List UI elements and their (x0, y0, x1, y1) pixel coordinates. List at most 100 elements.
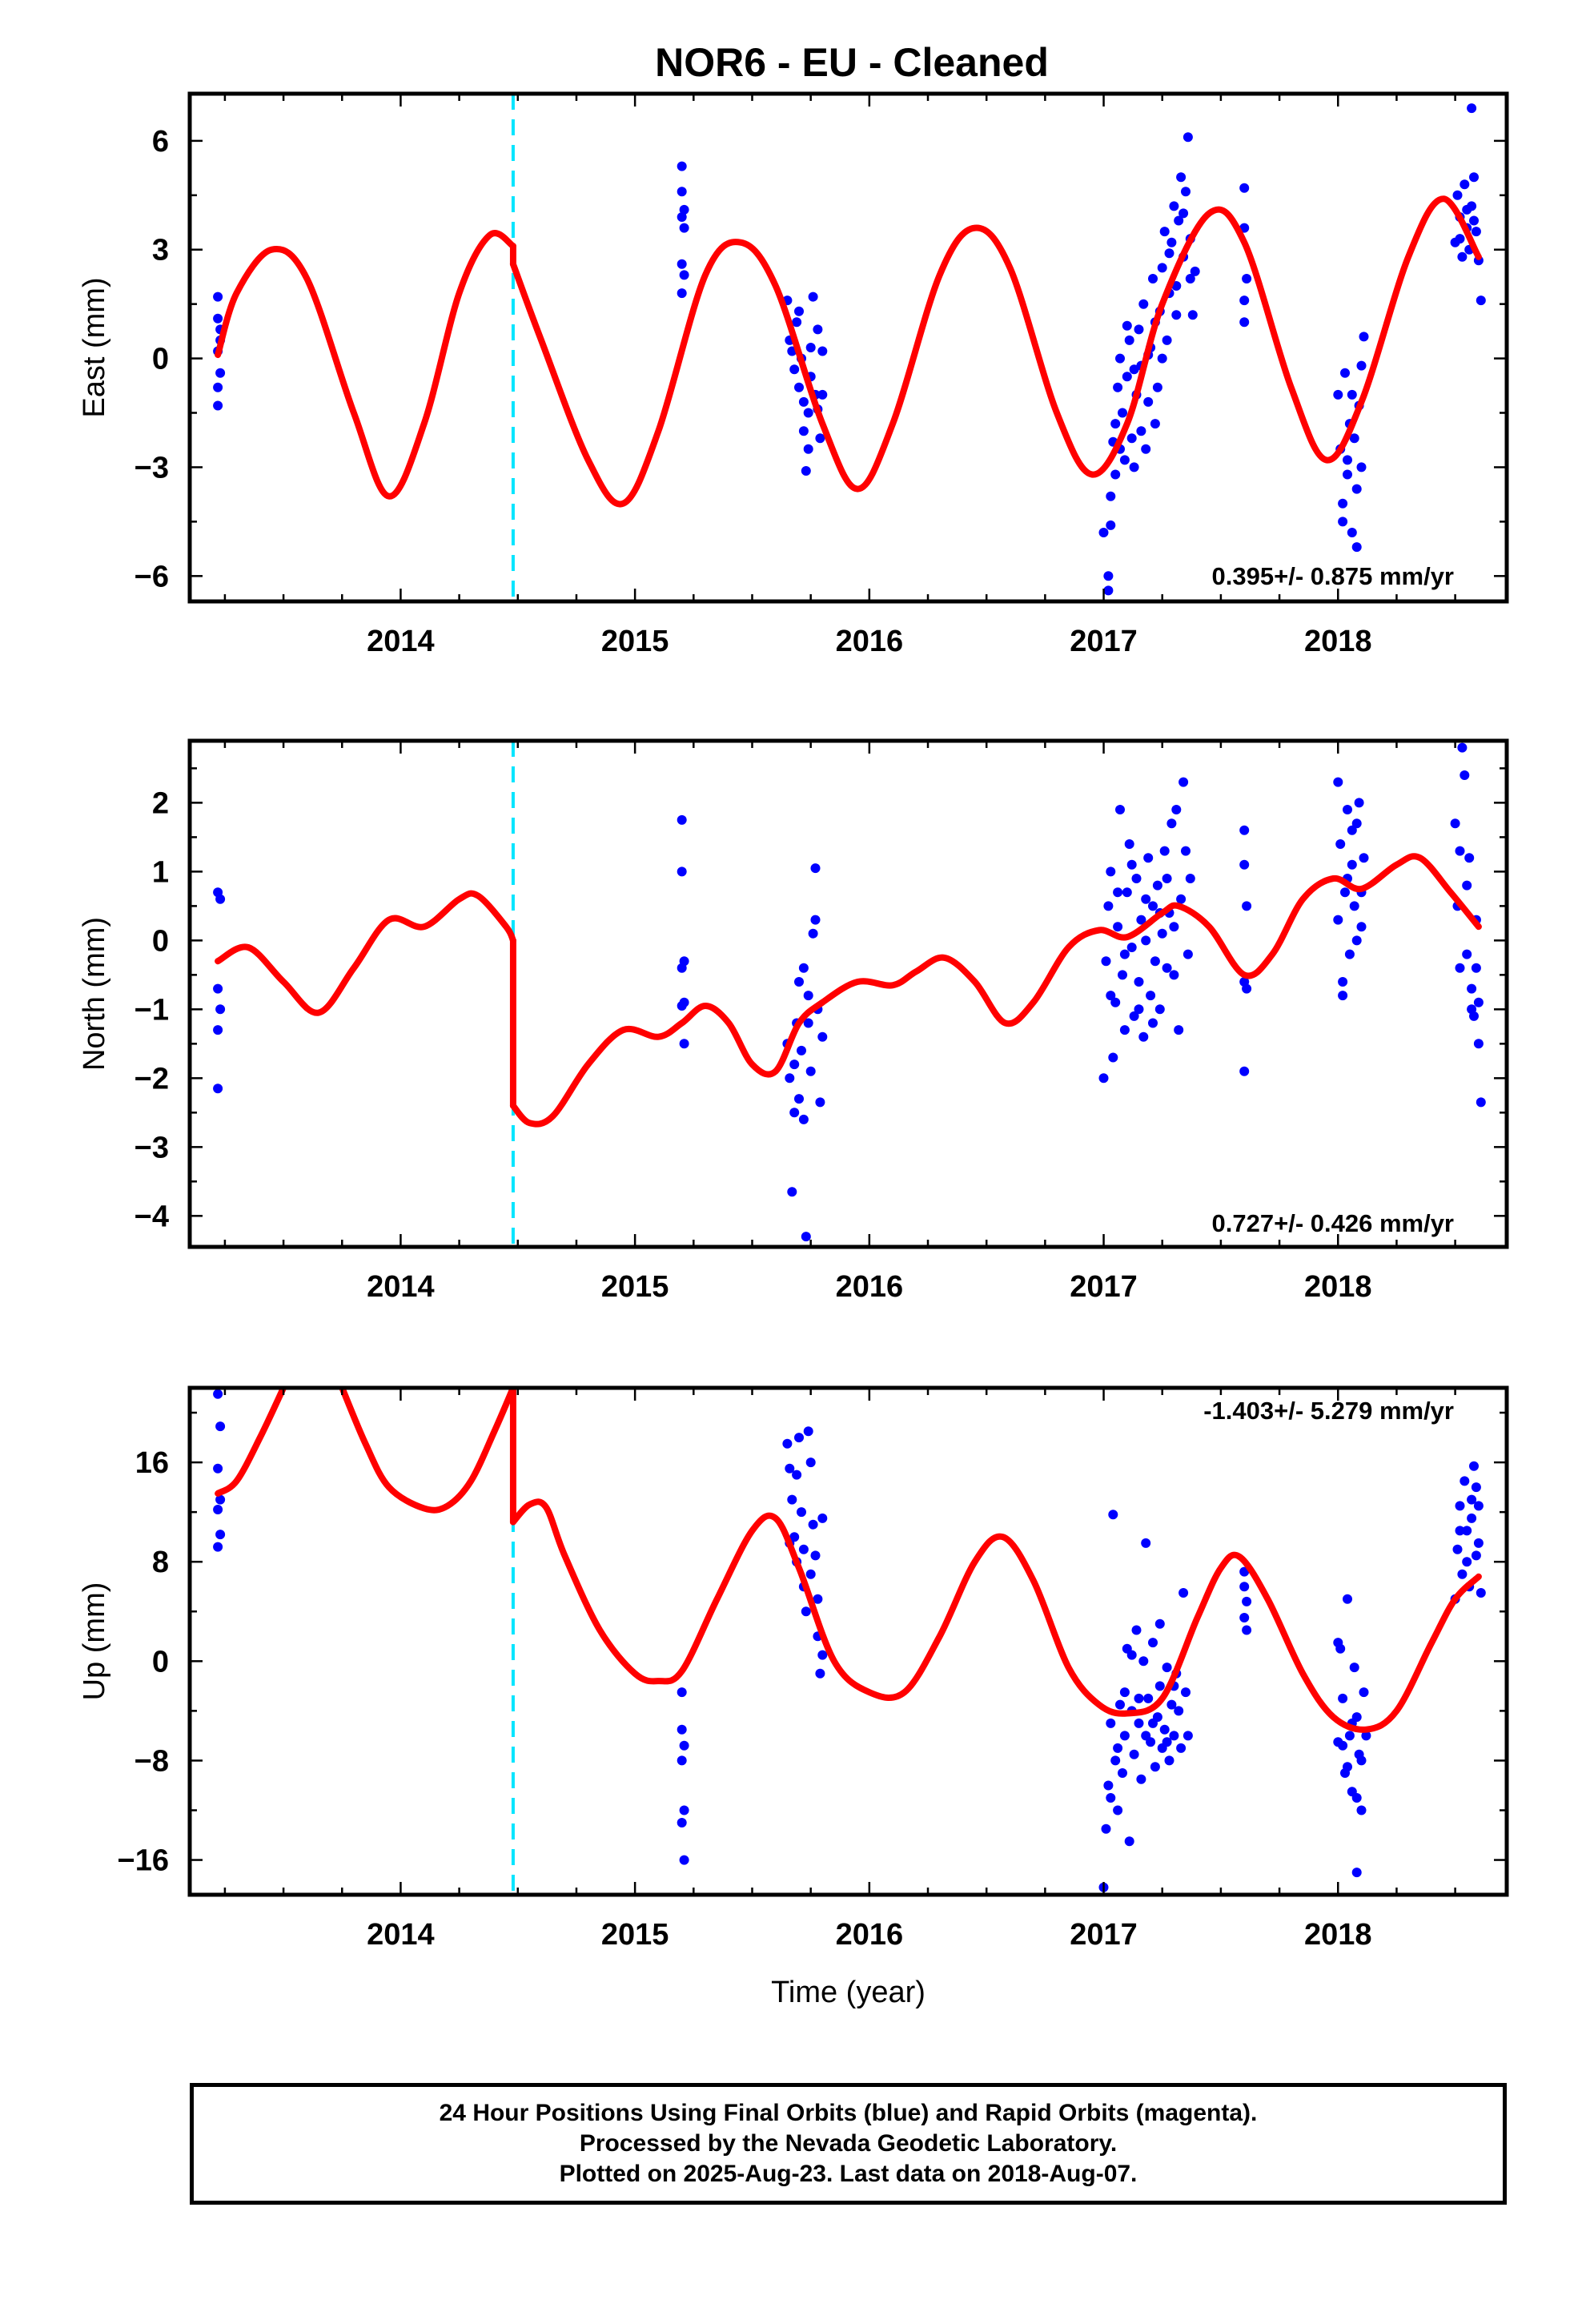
up-data-point (1131, 1625, 1142, 1635)
north-data-point (794, 1094, 804, 1104)
east-data-point (794, 306, 804, 316)
north-y-tick-label: −4 (135, 1200, 169, 1233)
east-data-point (1462, 204, 1472, 215)
north-data-point (810, 915, 821, 925)
north-data-point (1169, 922, 1179, 932)
up-data-point (797, 1507, 806, 1518)
north-data-point (1349, 901, 1359, 911)
up-data-point (215, 1421, 226, 1432)
east-data-point (1098, 528, 1109, 537)
east-data-point (1338, 498, 1348, 509)
east-data-point (213, 382, 223, 392)
north-data-point (1460, 770, 1470, 780)
east-data-point (1343, 469, 1352, 480)
east-data-point (1338, 517, 1348, 527)
north-data-point (1159, 846, 1170, 856)
east-data-point (1110, 469, 1121, 480)
up-data-point (1154, 1681, 1165, 1691)
north-data-point (789, 1059, 800, 1070)
east-data-point (677, 259, 687, 269)
north-x-tick-label: 2014 (367, 1270, 435, 1304)
up-data-point (1349, 1663, 1359, 1673)
north-y-tick-label: −1 (135, 993, 169, 1027)
north-rate-label: 0.727+/- 0.426 mm/yr (1212, 1209, 1454, 1237)
up-data-point (1338, 1740, 1348, 1751)
east-data-point (215, 368, 226, 378)
east-data-point (1356, 360, 1367, 371)
east-data-point (1359, 332, 1369, 342)
up-data-point (1148, 1638, 1158, 1648)
up-x-tick-label: 2018 (1304, 1918, 1372, 1952)
up-data-point (1178, 1588, 1189, 1598)
east-data-point (1476, 296, 1486, 306)
north-data-point (1174, 1025, 1184, 1035)
north-data-point (1242, 901, 1252, 911)
north-data-point (1134, 977, 1144, 987)
east-x-tick-label: 2014 (367, 625, 435, 658)
east-data-point (1187, 310, 1198, 320)
up-data-point (1143, 1693, 1154, 1703)
north-data-point (1143, 853, 1154, 863)
north-data-point (1467, 1004, 1477, 1015)
east-data-point (1141, 444, 1151, 454)
up-data-point (1181, 1687, 1191, 1698)
up-data-point (1124, 1836, 1134, 1847)
north-data-point (1101, 956, 1111, 967)
east-data-point (1119, 455, 1130, 465)
up-data-point (803, 1426, 813, 1437)
up-y-tick-label: 0 (152, 1645, 169, 1679)
east-data-point (1171, 310, 1182, 320)
up-data-point (679, 1805, 689, 1815)
north-data-point (1157, 928, 1167, 939)
up-data-point (1159, 1724, 1170, 1735)
north-data-point (677, 1001, 687, 1011)
east-data-point (1469, 172, 1479, 183)
north-data-point (1239, 859, 1250, 870)
east-data-point (1129, 364, 1139, 375)
east-data-point (1103, 585, 1114, 596)
east-data-point (1239, 223, 1250, 233)
up-data-point (1452, 1544, 1463, 1554)
up-plot-area (213, 1388, 1486, 1895)
north-y-tick-label: 0 (152, 924, 169, 958)
east-data-point (1343, 455, 1352, 465)
east-data-point (1152, 382, 1162, 392)
up-data-point (813, 1594, 823, 1604)
up-data-point (1239, 1613, 1250, 1622)
east-data-point (1347, 389, 1357, 400)
north-data-point (1471, 963, 1481, 973)
north-data-point (1169, 970, 1179, 980)
east-data-point (792, 317, 802, 328)
east-data-point (1148, 274, 1158, 283)
up-data-point (1462, 1526, 1472, 1536)
up-data-point (679, 1740, 689, 1751)
north-data-point (1476, 1097, 1486, 1108)
up-data-point (1141, 1731, 1151, 1741)
east-data-point (1115, 353, 1125, 364)
up-data-point (1338, 1693, 1348, 1703)
east-y-tick-label: 6 (152, 125, 169, 159)
north-data-point (1462, 949, 1472, 959)
east-data-point (789, 364, 800, 375)
north-data-point (1359, 853, 1369, 863)
north-data-point (1108, 1052, 1118, 1063)
north-data-point (677, 814, 687, 825)
north-data-point (1129, 1011, 1139, 1021)
north-data-point (817, 1031, 828, 1042)
up-y-axis-label: Up (mm) (78, 1582, 111, 1701)
up-model-curve (215, 1388, 287, 1497)
north-data-point (677, 963, 687, 973)
east-data-point (1159, 227, 1170, 237)
up-model-curve (339, 1388, 516, 1514)
north-data-point (1171, 805, 1182, 814)
up-data-point (1351, 1793, 1362, 1803)
east-data-point (677, 161, 687, 171)
east-data-point (1143, 396, 1154, 407)
east-data-point (1164, 248, 1174, 259)
up-data-point (1136, 1774, 1146, 1784)
up-data-point (1344, 1731, 1355, 1741)
north-y-tick-label: 1 (152, 855, 169, 889)
east-y-tick-label: −6 (135, 560, 169, 593)
footer-line-2: Processed by the Nevada Geodetic Laborat… (579, 2130, 1118, 2157)
up-data-point (1119, 1687, 1130, 1698)
